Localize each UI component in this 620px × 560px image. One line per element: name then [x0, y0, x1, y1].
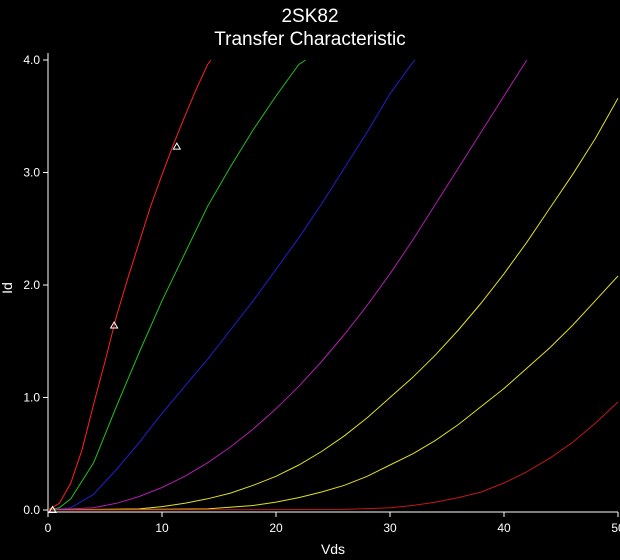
series-line-2 — [47, 59, 306, 511]
x-tick-label: 20 — [269, 521, 283, 535]
series-line-1 — [47, 59, 212, 511]
ticks: 0 10 20 30 40 50 0.0 1.0 2.0 3.0 4.0 — [23, 53, 620, 535]
y-tick-label: 2.0 — [23, 278, 40, 292]
x-tick-label: 0 — [45, 521, 52, 535]
series-line-5 — [47, 98, 619, 511]
triangle-marker — [48, 505, 57, 513]
axes — [47, 53, 618, 513]
x-tick-label: 30 — [383, 521, 397, 535]
markers — [48, 142, 182, 513]
y-axis-label: Id — [0, 282, 15, 294]
chart-subtitle: Transfer Characteristic — [214, 29, 405, 50]
y-tick-label: 1.0 — [23, 391, 40, 405]
chart-title: 2SK82 — [281, 6, 338, 27]
series-line-6 — [47, 275, 619, 511]
triangle-marker — [172, 142, 182, 150]
x-tick-label: 10 — [155, 521, 169, 535]
plot-area — [47, 59, 619, 511]
x-tick-label: 50 — [611, 521, 620, 535]
series-line-7 — [47, 401, 619, 511]
y-tick-label: 4.0 — [23, 53, 40, 67]
y-tick-label: 0.0 — [23, 503, 40, 517]
x-axis-label: Vds — [321, 541, 345, 557]
x-tick-label: 40 — [497, 521, 511, 535]
y-tick-label: 3.0 — [23, 166, 40, 180]
triangle-marker — [109, 321, 119, 329]
series-line-4 — [47, 59, 528, 511]
series-line-3 — [47, 59, 416, 511]
